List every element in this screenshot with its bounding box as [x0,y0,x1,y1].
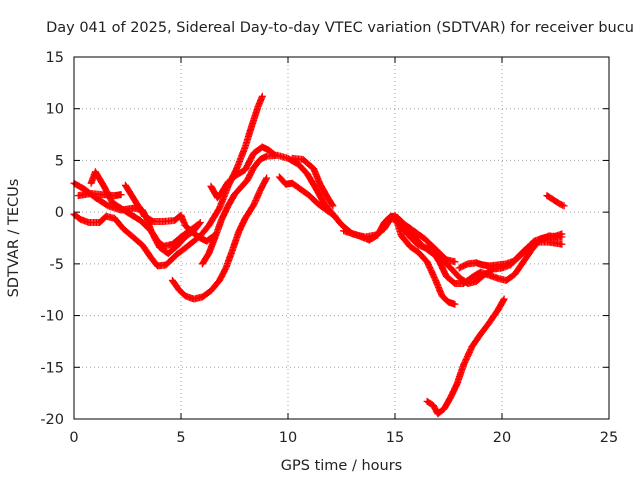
data-point-markers [275,173,339,220]
x-axis-label: GPS time / hours [281,458,402,474]
data-point-markers [391,211,459,308]
series-trace-o [423,295,508,418]
data-point-markers [288,154,337,210]
x-tick-label: 15 [386,430,404,446]
plot-frame [73,56,610,420]
y-tick-label: 10 [46,102,64,118]
series-trace-i [275,173,339,220]
y-tick-label: 5 [55,153,64,169]
data-point-markers [543,192,568,210]
series-trace-f [168,174,271,303]
y-tick-label: -5 [50,257,64,273]
y-axis-label: SDTVAR / TECUs [6,179,22,298]
y-tick-label: -10 [40,309,64,325]
x-tick-label: 20 [493,430,511,446]
series-trace-j [288,154,337,210]
data-point-markers [74,190,125,200]
series-trace-n [391,211,459,308]
series-trace-d [121,181,219,245]
x-tick-label: 10 [279,430,297,446]
data-point-markers [121,181,219,245]
series-trace-p [455,230,566,272]
y-tick-label: -15 [40,360,64,376]
tick-labels: 0 5 10 15 20 25 -20 -15 -10 -5 0 5 10 15 [40,50,618,446]
data-points [70,92,568,418]
chart-title: Day 041 of 2025, Sidereal Day-to-day VTE… [46,20,634,36]
y-tick-label: -20 [40,412,64,428]
y-tick-label: 15 [46,50,64,66]
x-tick-label: 0 [69,430,78,446]
x-tick-label: 25 [600,430,618,446]
data-point-markers [168,174,271,303]
series-trace-q [543,192,568,210]
series-trace-e [74,190,125,200]
data-point-markers [455,230,566,272]
data-point-markers [423,295,508,418]
data-point-markers [207,143,279,202]
series-trace-h [207,143,279,202]
x-tick-label: 5 [176,430,185,446]
y-tick-label: 0 [55,205,64,221]
